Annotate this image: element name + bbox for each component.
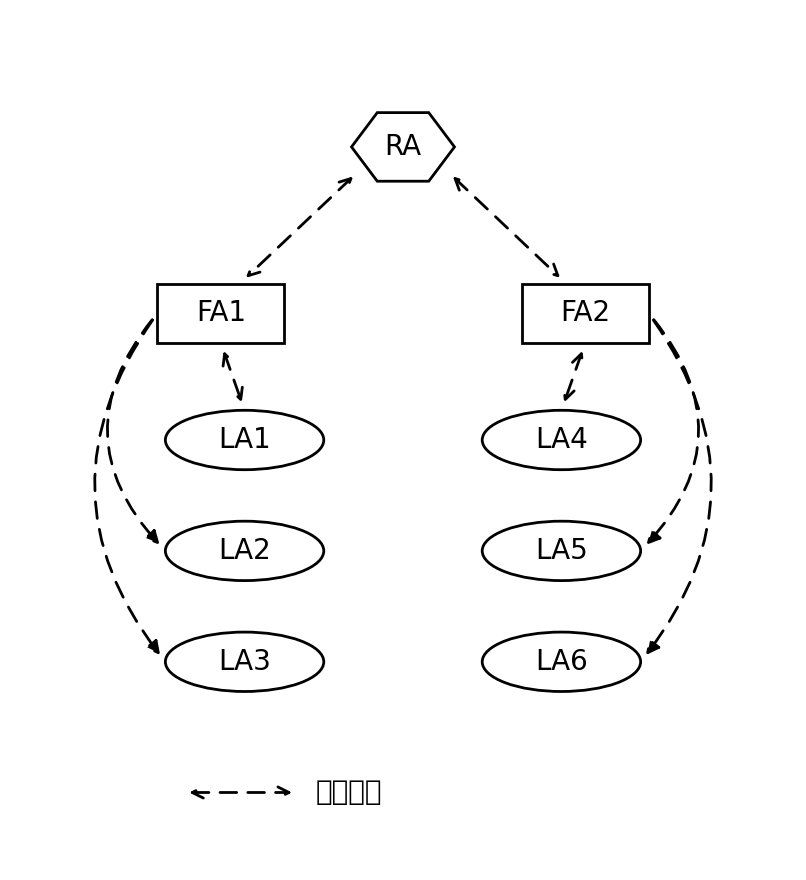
Text: FA1: FA1	[196, 299, 246, 327]
Text: LA1: LA1	[218, 426, 271, 454]
Text: RA: RA	[384, 133, 422, 161]
Ellipse shape	[482, 521, 641, 581]
Ellipse shape	[482, 632, 641, 692]
Text: LA6: LA6	[535, 648, 588, 676]
Ellipse shape	[165, 410, 324, 470]
Ellipse shape	[482, 410, 641, 470]
Text: FA2: FA2	[560, 299, 610, 327]
Text: LA4: LA4	[535, 426, 588, 454]
Text: LA5: LA5	[535, 537, 588, 565]
FancyBboxPatch shape	[521, 283, 649, 343]
Text: LA3: LA3	[218, 648, 271, 676]
FancyBboxPatch shape	[157, 283, 285, 343]
Text: LA2: LA2	[218, 537, 271, 565]
Text: 双向通信: 双向通信	[316, 779, 382, 806]
Polygon shape	[351, 113, 455, 181]
Ellipse shape	[165, 632, 324, 692]
Ellipse shape	[165, 521, 324, 581]
